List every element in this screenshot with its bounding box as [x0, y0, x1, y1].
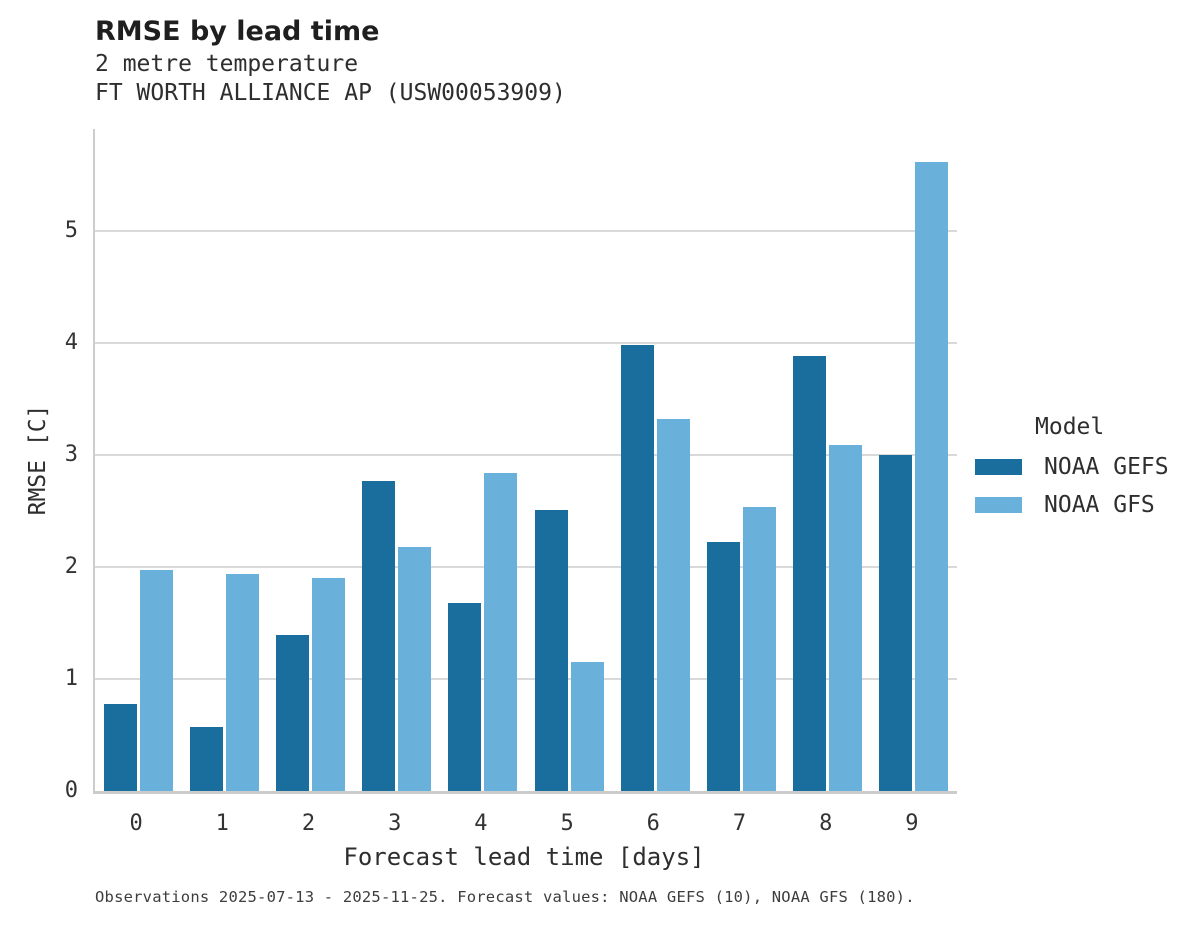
bar-noaa-gefs-lead-0	[103, 704, 137, 791]
bar-group-lead-3	[354, 129, 440, 791]
bar-group-lead-7	[698, 129, 784, 791]
x-tick-5: 5	[560, 811, 574, 836]
bar-noaa-gefs-lead-4	[448, 603, 482, 791]
gridline-y2	[95, 566, 957, 568]
x-tick-6: 6	[646, 811, 660, 836]
y-tick-4: 4	[64, 330, 78, 355]
gridline-y4	[95, 342, 957, 344]
bar-noaa-gefs-lead-5	[534, 510, 568, 791]
x-tick-9: 9	[905, 811, 919, 836]
x-tick-7: 7	[732, 811, 747, 836]
x-tick-2: 2	[301, 811, 316, 836]
y-tick-0: 0	[64, 778, 78, 803]
bar-group-lead-9	[871, 129, 957, 791]
bar-group-lead-0	[95, 129, 181, 791]
caption-text: Observations 2025-07-13 - 2025-11-25. Fo…	[95, 888, 915, 906]
chart-subtitle-variable: 2 metre temperature	[95, 51, 359, 77]
plot-area	[93, 129, 957, 794]
chart-header: RMSE by lead time 2 metre temperature FT…	[95, 14, 566, 108]
bar-noaa-gfs-lead-3	[398, 547, 432, 791]
bars-layer	[95, 129, 957, 791]
y-tick-5: 5	[64, 218, 78, 243]
bar-noaa-gefs-lead-9	[879, 455, 913, 791]
gridline-y5	[95, 230, 957, 232]
legend-item-noaa-gefs: NOAA GEFS	[975, 454, 1169, 480]
bar-noaa-gefs-lead-7	[707, 542, 741, 791]
chart-subtitle-station: FT WORTH ALLIANCE AP (USW00053909)	[95, 80, 566, 106]
bar-noaa-gfs-lead-4	[484, 473, 518, 791]
bar-group-lead-8	[785, 129, 871, 791]
bar-group-lead-1	[181, 129, 267, 791]
x-axis-label: Forecast lead time [days]	[343, 843, 705, 871]
y-axis-label: RMSE [C]	[25, 404, 51, 516]
legend: Model NOAA GEFS NOAA GFS	[975, 412, 1169, 518]
bar-noaa-gefs-lead-2	[276, 635, 309, 791]
bar-noaa-gfs-lead-2	[312, 578, 345, 791]
bar-noaa-gfs-lead-7	[743, 507, 777, 791]
gridline-y1	[95, 678, 957, 680]
legend-label: NOAA GFS	[1044, 492, 1155, 518]
y-tick-1: 1	[64, 666, 78, 691]
bar-group-lead-2	[267, 129, 353, 791]
chart-title: RMSE by lead time	[95, 16, 380, 47]
bar-noaa-gefs-lead-3	[362, 481, 396, 791]
bar-noaa-gfs-lead-8	[829, 445, 863, 791]
x-tick-4: 4	[474, 811, 488, 836]
bar-noaa-gefs-lead-8	[793, 356, 827, 791]
bar-group-lead-5	[526, 129, 612, 791]
y-tick-2: 2	[64, 554, 78, 579]
bar-noaa-gfs-lead-5	[570, 662, 604, 791]
x-tick-0: 0	[129, 811, 143, 836]
bar-noaa-gfs-lead-0	[139, 570, 173, 791]
bar-group-lead-6	[612, 129, 698, 791]
bar-noaa-gfs-lead-9	[915, 162, 949, 791]
x-tick-8: 8	[819, 811, 833, 836]
bar-noaa-gfs-lead-6	[656, 419, 690, 791]
legend-swatch-icon	[975, 497, 1022, 513]
bar-noaa-gefs-lead-6	[620, 345, 654, 791]
legend-items: NOAA GEFS NOAA GFS	[975, 454, 1169, 518]
gridline-y3	[95, 454, 957, 456]
bar-noaa-gefs-lead-1	[189, 727, 223, 791]
bar-group-lead-4	[440, 129, 526, 791]
legend-item-noaa-gfs: NOAA GFS	[975, 492, 1169, 518]
legend-title: Model	[1035, 414, 1105, 440]
bar-noaa-gfs-lead-1	[225, 574, 259, 791]
x-tick-1: 1	[215, 811, 229, 836]
x-tick-3: 3	[388, 811, 402, 836]
y-tick-3: 3	[64, 442, 78, 467]
legend-swatch-icon	[975, 459, 1022, 475]
legend-label: NOAA GEFS	[1044, 454, 1169, 480]
